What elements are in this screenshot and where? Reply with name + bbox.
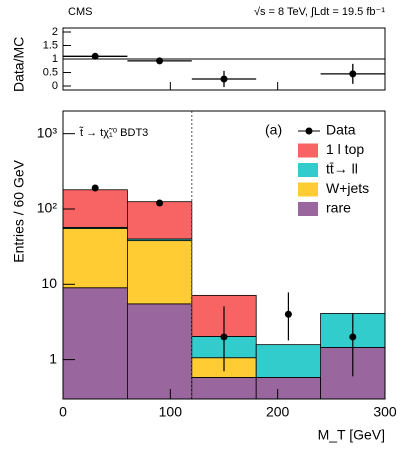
- y-tick-label: 1: [52, 53, 58, 65]
- stack-segment: [255, 377, 322, 399]
- x-label: M_T [GeV]: [318, 427, 385, 443]
- legend-label: Data: [326, 122, 356, 138]
- ratio-point: [156, 57, 164, 65]
- ratio-point: [91, 52, 99, 60]
- y-tick-label: 10: [41, 275, 57, 291]
- subtitle: √s = 8 TeV, ∫Ldt = 19.5 fb⁻¹: [254, 6, 385, 18]
- data-point: [349, 333, 357, 341]
- title: CMS: [68, 6, 92, 18]
- ratio-point: [220, 75, 228, 83]
- frame: [62, 110, 386, 400]
- legend-label: rare: [326, 200, 351, 216]
- data-point: [220, 333, 228, 341]
- annotation: t̃ → tχ̃₁⁰ BDT3: [79, 126, 149, 139]
- y-tick-label: 0.5: [43, 66, 58, 78]
- x-tick-label: 200: [266, 404, 290, 420]
- ratio-point: [349, 70, 357, 78]
- y-tick-label: 10²: [37, 200, 58, 216]
- x-tick-label: 0: [59, 404, 67, 420]
- legend-swatch: [298, 182, 318, 197]
- legend-swatch: [298, 143, 318, 158]
- y-label: Entries / 60 GeV: [11, 159, 27, 262]
- y-tick-label: 10³: [37, 124, 58, 140]
- y-tick-label: 1.5: [43, 39, 58, 51]
- x-tick-label: 300: [373, 404, 397, 420]
- legend-label: tt̄→ ll: [326, 161, 358, 177]
- x-tick-label: 100: [159, 404, 183, 420]
- data-point: [156, 199, 164, 207]
- legend-label: 1 l top: [326, 141, 364, 157]
- stack-segment: [191, 377, 257, 399]
- stack-segment: [127, 303, 193, 399]
- y-tick-label: 2: [52, 26, 58, 38]
- y-tick-label: 0: [52, 80, 58, 92]
- legend-marker: [305, 127, 313, 135]
- legend-swatch: [298, 163, 318, 177]
- legend-label: W+jets: [326, 180, 369, 196]
- y-tick-label: 1: [49, 350, 57, 366]
- stack-segment: [63, 287, 128, 399]
- data-point: [284, 310, 292, 318]
- stack-segment: [127, 201, 193, 240]
- legend-swatch: [298, 202, 318, 216]
- ratio-y-label: Data/MC: [11, 37, 27, 92]
- stack-segment: [255, 344, 322, 378]
- stack-segment: [63, 228, 128, 289]
- stack-segment: [127, 240, 193, 305]
- annotation: (a): [265, 122, 282, 138]
- data-point: [91, 184, 99, 192]
